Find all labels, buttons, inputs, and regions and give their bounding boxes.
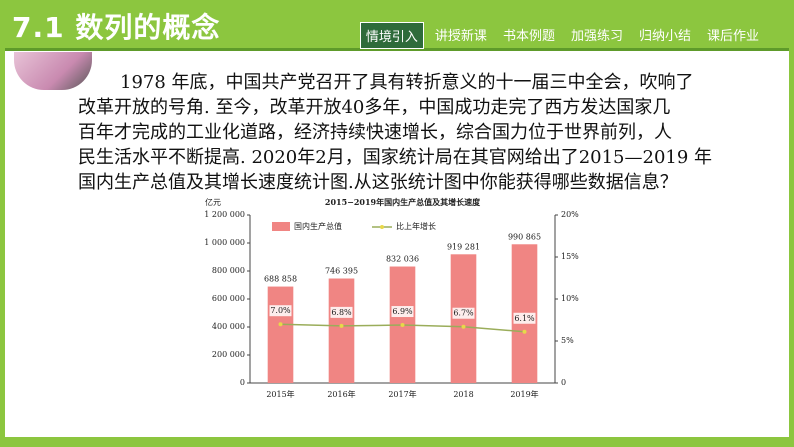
line-point: [339, 323, 344, 328]
nav-item[interactable]: 加强练习: [570, 29, 623, 44]
y2-tick-label: 10%: [561, 294, 579, 303]
legend-swatch: [272, 222, 290, 231]
x-tick-label: 2019年: [510, 389, 538, 399]
y2-tick-label: 15%: [561, 252, 579, 261]
top-bar: 7.1 数列的概念 情境引入 讲授新课 书本例题 加强练习 归纳小结 课后作业: [0, 0, 794, 51]
y2-tick-label: 0: [561, 378, 566, 387]
bar-value-label: 832 036: [386, 255, 419, 264]
paragraph-line: 1978 年底，中国共产党召开了具有转折意义的十一届三中全会，吹响了: [120, 72, 694, 93]
paragraph-line: 百年才完成的工业化道路，经济持续快速增长，综合国力位于世界前列，人: [78, 122, 672, 143]
nav-item[interactable]: 课后作业: [706, 29, 759, 44]
decoration-image: [14, 52, 92, 90]
line-value-label: 6.8%: [331, 308, 352, 317]
chart-title: 2015−2019年国内生产总值及其增长速度: [325, 197, 481, 207]
frame: [0, 48, 5, 447]
paragraph-line: 改革开放的号角. 至今，改革开放40多年，中国成功走完了西方发达国家几: [78, 97, 671, 118]
line-point: [400, 323, 405, 328]
nav-item[interactable]: 情境引入: [359, 22, 424, 49]
frame: [0, 437, 794, 447]
nav-item[interactable]: 归纳小结: [638, 29, 691, 44]
bar: [267, 286, 294, 383]
frame: [789, 48, 794, 447]
paragraph-line: 国内生产总值及其增长速度统计图.从这张统计图中你能获得哪些数据信息？: [78, 172, 678, 193]
y-tick-label: 400 000: [212, 322, 245, 331]
label-bg: [269, 305, 292, 317]
y-tick-label: 200 000: [212, 350, 245, 359]
paragraph-line: 民生活水平不断提高. 2020年2月，国家统计局在其官网给出了2015—2019…: [78, 147, 713, 168]
y-tick-label: 1 200 000: [204, 210, 245, 219]
legend-label: 比上年增长: [396, 221, 436, 231]
bar-value-label: 919 281: [447, 242, 480, 251]
nav: 情境引入 讲授新课 书本例题 加强练习 归纳小结 课后作业: [359, 22, 764, 49]
y2-tick-label: 20%: [561, 210, 579, 219]
line-point: [461, 324, 466, 329]
bar-value-label: 746 395: [325, 267, 358, 276]
line-point: [278, 322, 283, 327]
line-point: [522, 329, 527, 334]
bar-value-label: 990 865: [508, 232, 541, 241]
y-tick-label: 1 000 000: [204, 238, 245, 247]
label-bg: [330, 306, 353, 318]
x-tick-label: 2018: [453, 390, 473, 399]
slide-title: 7.1 数列的概念: [12, 11, 221, 44]
x-tick-label: 2015年: [266, 389, 294, 399]
legend-label: 国内生产总值: [294, 221, 342, 231]
nav-item[interactable]: 讲授新课: [434, 29, 487, 44]
line-value-label: 6.1%: [514, 314, 535, 323]
legend-swatch: [380, 225, 384, 229]
x-tick-label: 2016年: [327, 389, 355, 399]
bar: [328, 278, 355, 383]
nav-item[interactable]: 书本例题: [502, 29, 555, 44]
label-bg: [513, 312, 536, 324]
label-bg: [391, 306, 414, 318]
y-tick-label: 800 000: [212, 266, 245, 275]
y-tick-label: 600 000: [212, 294, 245, 303]
y-tick-label: 0: [240, 378, 245, 387]
y-axis-label: 亿元: [205, 197, 221, 207]
line-value-label: 6.9%: [392, 307, 413, 316]
y2-tick-label: 5%: [561, 336, 574, 345]
line-value-label: 7.0%: [270, 306, 291, 315]
bar-value-label: 688 858: [264, 275, 297, 284]
label-bg: [452, 307, 475, 319]
x-tick-label: 2017年: [388, 389, 416, 399]
line-value-label: 6.7%: [453, 309, 474, 318]
paragraph: 1978 年底，中国共产党召开了具有转折意义的十一届三中全会，吹响了改革开放的号…: [78, 70, 778, 195]
